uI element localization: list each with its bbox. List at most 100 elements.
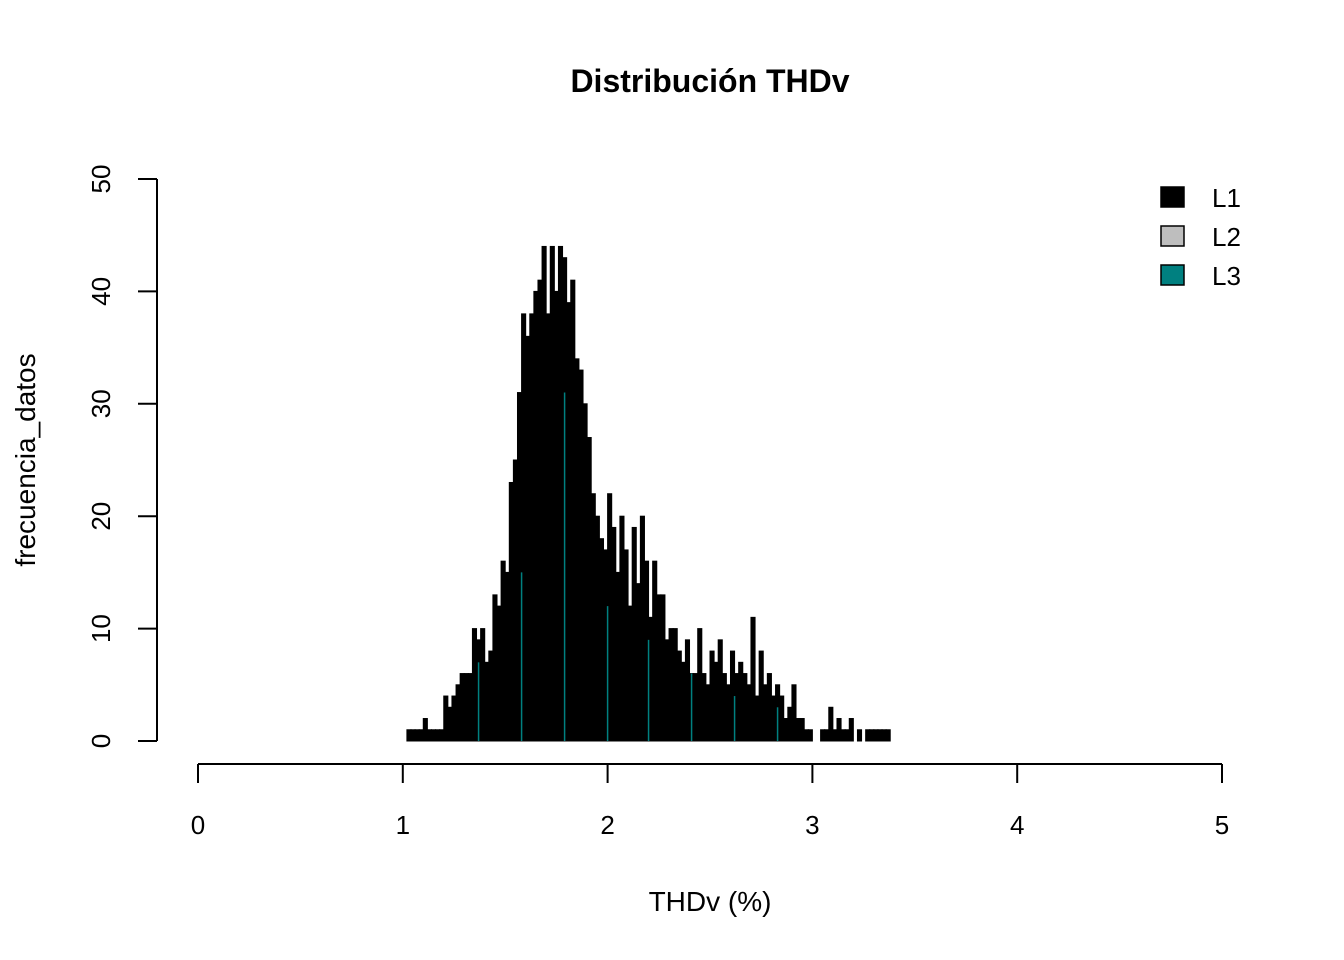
bar-l1	[840, 729, 846, 742]
bar-l1	[439, 729, 445, 742]
y-tick-label: 10	[86, 614, 116, 643]
bar-l1	[684, 639, 691, 742]
bars-layer	[406, 245, 891, 742]
bar-l1	[631, 526, 637, 742]
chart-title: Distribución THDv	[570, 63, 849, 99]
bar-l1	[865, 729, 871, 742]
bar-l1	[844, 729, 850, 742]
bar-l1	[787, 706, 793, 742]
bar-l1	[471, 628, 478, 742]
bar-l1	[717, 639, 723, 742]
bar-l1	[738, 661, 744, 742]
bar-l1	[664, 639, 670, 742]
bar-l1	[635, 583, 641, 742]
legend-label-l2: L2	[1212, 222, 1241, 252]
legend-label-l1: L1	[1212, 183, 1241, 213]
bar-l1	[426, 729, 432, 742]
bar-l1	[672, 628, 678, 742]
y-axis-title: frecuencia_datos	[10, 353, 41, 566]
y-axis: 0 10 20 30 40 50	[86, 165, 158, 748]
bar-l1	[512, 459, 518, 742]
bar-l1	[447, 706, 453, 742]
bar-l1	[566, 302, 572, 742]
legend-swatch-l2	[1160, 225, 1185, 247]
bar-l1	[496, 605, 502, 742]
bar-l1	[766, 673, 772, 742]
bar-l1	[406, 729, 412, 742]
bar-l1	[758, 650, 764, 742]
y-tick-label: 30	[86, 389, 116, 418]
x-axis-title: THDv (%)	[649, 886, 772, 917]
y-tick-label: 0	[86, 734, 116, 748]
bar-l1	[582, 403, 588, 742]
bar-l1	[693, 673, 699, 742]
bar-l1	[414, 729, 420, 742]
bar-l1	[742, 673, 748, 742]
bar-l1	[779, 695, 785, 742]
bar-l1	[656, 594, 662, 742]
bar-l1	[795, 718, 801, 742]
bar-l1	[873, 729, 879, 742]
bar-l1	[623, 549, 629, 742]
bar-l1	[639, 515, 645, 742]
legend-swatch-l3	[1160, 264, 1185, 286]
bar-l1	[721, 673, 727, 742]
bar-l1	[770, 695, 777, 742]
x-tick-label: 4	[1010, 810, 1024, 840]
bar-l1	[541, 245, 547, 742]
bar-l1	[467, 673, 473, 742]
bar-l1	[598, 538, 605, 742]
bar-l1	[537, 279, 543, 742]
legend: L1 L2 L3	[1160, 183, 1241, 291]
bar-l1	[828, 706, 834, 742]
y-tick-label: 50	[86, 165, 116, 194]
bar-l1	[533, 290, 539, 742]
bar-l1	[463, 673, 469, 742]
bar-l1	[590, 493, 596, 742]
bar-l1	[713, 661, 719, 742]
bar-l1	[611, 526, 617, 742]
bar-l1	[791, 684, 797, 742]
bar-l1	[869, 729, 875, 742]
bar-l1	[627, 605, 633, 742]
legend-swatch-l1	[1160, 186, 1185, 208]
bar-l1	[701, 673, 707, 742]
bar-l1	[430, 729, 437, 742]
bar-l1	[435, 729, 441, 742]
bar-l1	[508, 481, 514, 742]
y-tick-label: 40	[86, 277, 116, 306]
bar-l1	[549, 245, 555, 742]
bar-l1	[455, 684, 461, 742]
bar-l1	[754, 695, 760, 742]
bar-l1	[668, 628, 674, 742]
bar-l1	[574, 358, 580, 742]
bar-l1	[594, 515, 600, 742]
bar-l1	[762, 684, 768, 742]
bar-l1	[680, 661, 686, 742]
bar-l1	[422, 718, 428, 742]
y-tick-label: 20	[86, 502, 116, 531]
bar-l1	[697, 628, 703, 742]
bar-l1	[451, 695, 457, 742]
bar-l1	[877, 729, 883, 742]
bar-l1	[545, 313, 551, 742]
bar-l1	[705, 684, 711, 742]
x-tick-label: 2	[600, 810, 614, 840]
bar-l1	[709, 650, 715, 742]
x-tick-label: 5	[1215, 810, 1229, 840]
bar-l1	[660, 594, 666, 742]
bar-l1	[586, 437, 592, 742]
bar-l1	[578, 369, 584, 742]
bar-l1	[848, 718, 854, 742]
bar-l1	[480, 628, 486, 742]
x-tick-label: 1	[396, 810, 410, 840]
legend-label-l3: L3	[1212, 261, 1241, 291]
bar-l1	[525, 335, 531, 742]
bar-l1	[529, 313, 535, 742]
bar-l1	[856, 729, 863, 742]
bar-l1	[750, 616, 756, 742]
bar-l1	[484, 661, 490, 742]
bar-l1	[553, 290, 559, 742]
bar-l1	[410, 729, 416, 742]
